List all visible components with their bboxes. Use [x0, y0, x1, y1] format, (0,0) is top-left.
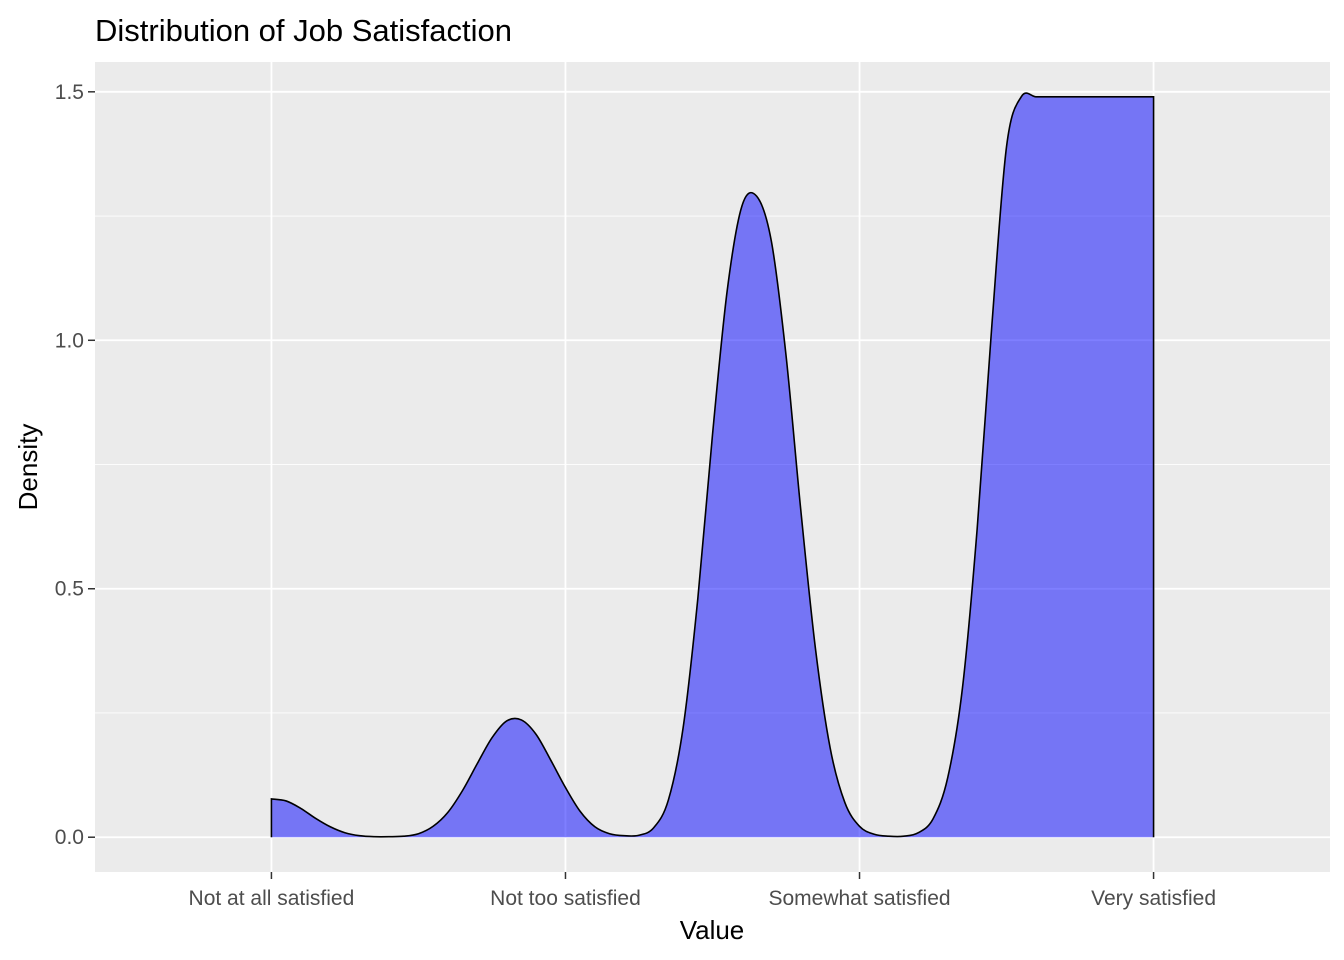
x-tick-label: Very satisfied [1091, 887, 1216, 910]
y-axis-title: Density [13, 424, 43, 511]
y-tick-label: 1.0 [55, 329, 84, 352]
density-line [270, 92, 1155, 838]
x-axis-ticks: Not at all satisfied Not too satisfied Som… [189, 872, 1216, 910]
x-tick-label: Not too satisfied [490, 887, 641, 910]
y-axis-ticks: 0.0 0.5 1.0 1.5 [55, 81, 95, 849]
y-tick-label: 1.5 [55, 81, 84, 104]
x-tick-label: Somewhat satisfied [768, 887, 950, 910]
x-tick-label: Not at all satisfied [189, 887, 355, 910]
y-tick-label: 0.5 [55, 578, 84, 601]
x-axis-title: Value [680, 915, 745, 945]
density-area [271, 93, 1154, 838]
y-tick-label: 0.0 [55, 826, 84, 849]
chart-title: Distribution of Job Satisfaction [95, 13, 512, 48]
